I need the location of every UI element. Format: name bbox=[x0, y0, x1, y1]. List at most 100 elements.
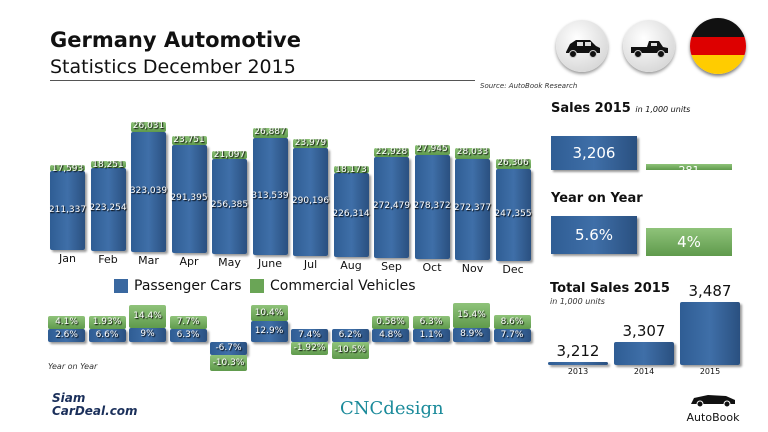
month-label: Dec bbox=[502, 263, 524, 276]
commercial-yoy-label: 7.7% bbox=[176, 317, 200, 327]
passenger-bar-sep bbox=[374, 156, 409, 258]
total-bar-2013 bbox=[548, 362, 608, 365]
commercial-bar-sep bbox=[374, 148, 409, 157]
commercial-bar-mar bbox=[131, 122, 166, 132]
total-value-label: 3,212 bbox=[556, 342, 600, 360]
source-note: Source: AutoBook Research bbox=[480, 82, 578, 90]
autobook-logo-text: AutoBook bbox=[686, 411, 740, 424]
passenger-yoy-bar bbox=[493, 329, 531, 342]
passenger-value-label: 256,385 bbox=[210, 200, 249, 211]
yoy-chart: 2.6% 4.1% 6.6% 1.93% 9% 14.4% 6.3% 7.7% -6.7% -10… bbox=[48, 303, 531, 372]
passenger-value-label: 226,314 bbox=[332, 208, 370, 219]
commercial-yoy-bar bbox=[412, 316, 450, 329]
sales-2015-heading: Sales 2015 bbox=[551, 101, 631, 116]
month-label: Nov bbox=[461, 262, 484, 275]
month-label: Oct bbox=[422, 261, 442, 274]
passenger-bar-feb bbox=[90, 167, 126, 251]
passenger-value-label: 278,372 bbox=[413, 201, 451, 212]
commercial-value-label: 22,928 bbox=[375, 147, 408, 158]
sales-2015-passenger-bar: 3,206 bbox=[551, 136, 637, 170]
legend-passenger: Passenger Cars bbox=[114, 278, 242, 294]
sales-2015-commercial-value: 281 bbox=[678, 164, 700, 177]
page-subtitle: Statistics December 2015 bbox=[50, 56, 296, 78]
year-label: 2015 bbox=[699, 367, 721, 376]
siamcardeal-logo: Siam CarDeal.com bbox=[52, 391, 138, 418]
total-sales-chart: 3,212 2013 3,307 2014 3,487 2015 bbox=[540, 280, 768, 385]
commercial-value-label: 18,251 bbox=[92, 160, 124, 171]
passenger-bar-jan bbox=[50, 171, 85, 250]
commercial-bar-aug bbox=[333, 166, 369, 173]
passenger-yoy-label: 6.3% bbox=[176, 330, 200, 340]
passenger-yoy-label: 6.6% bbox=[95, 330, 119, 340]
commercial-yoy-label: 8.6% bbox=[500, 316, 524, 327]
commercial-yoy-bar bbox=[493, 315, 531, 329]
commercial-yoy-bar bbox=[129, 304, 166, 328]
month-label: Jul bbox=[303, 258, 318, 271]
passenger-yoy-bar bbox=[48, 329, 85, 342]
sports-car-icon bbox=[691, 395, 735, 408]
commercial-yoy-bar bbox=[372, 316, 409, 329]
passenger-yoy-bar bbox=[291, 329, 328, 342]
commercial-bar-jul bbox=[293, 139, 328, 149]
commercial-yoy-bar bbox=[453, 303, 490, 328]
month-label: Jan bbox=[59, 252, 76, 265]
commercial-yoy-label: 6.3% bbox=[419, 317, 443, 327]
total-sales-unit: in 1,000 units bbox=[550, 297, 605, 306]
total-bar-2015 bbox=[680, 302, 740, 365]
passenger-bar-oct bbox=[414, 155, 450, 259]
commercial-bar-oct bbox=[414, 145, 450, 156]
passenger-yoy-label: 2.6% bbox=[55, 330, 78, 340]
month-label: Aug bbox=[340, 259, 362, 272]
passenger-bar-jul bbox=[293, 148, 328, 256]
commercial-bar-jan bbox=[50, 164, 85, 172]
commercial-bar-feb bbox=[90, 161, 126, 168]
commercial-bar-june bbox=[252, 128, 288, 139]
commercial-yoy-label: 0.58% bbox=[376, 317, 405, 327]
passenger-bar-dec bbox=[495, 168, 531, 261]
passenger-yoy-label: 6.2% bbox=[338, 330, 362, 340]
commercial-yoy-bar bbox=[210, 355, 247, 372]
commercial-yoy-bar bbox=[48, 316, 85, 329]
passenger-bar-aug bbox=[333, 172, 369, 257]
sales-2015-passenger-value: 3,206 bbox=[572, 144, 616, 162]
passenger-yoy-label: -6.7% bbox=[215, 343, 242, 353]
passenger-value-label: 313,539 bbox=[251, 190, 289, 201]
passenger-bar-may bbox=[212, 158, 247, 254]
legend-label-commercial: Commercial Vehicles bbox=[270, 278, 416, 294]
passenger-value-label: 223,254 bbox=[89, 203, 127, 214]
sedan-car-icon bbox=[556, 20, 608, 72]
passenger-value-label: 272,479 bbox=[372, 201, 411, 212]
commercial-yoy-bar bbox=[169, 316, 207, 329]
passenger-yoy-label: 8.9% bbox=[460, 329, 483, 340]
commercial-bar-apr bbox=[171, 135, 207, 145]
total-value-label: 3,487 bbox=[688, 282, 732, 300]
total-sales-title: Total Sales 2015 bbox=[550, 281, 670, 296]
commercial-yoy-label: -1.92% bbox=[293, 343, 326, 353]
page-title: Germany Automotive bbox=[50, 28, 301, 52]
commercial-yoy-bar bbox=[88, 316, 126, 329]
passenger-yoy-label: 9% bbox=[140, 329, 155, 340]
year-label: 2013 bbox=[567, 367, 589, 376]
sales-2015-title: Sales 2015 in 1,000 units bbox=[551, 101, 690, 118]
passenger-value-label: 291,395 bbox=[170, 192, 208, 203]
commercial-value-label: 27,945 bbox=[416, 144, 448, 155]
commercial-bar-nov bbox=[455, 148, 490, 159]
commercial-value-label: 23,751 bbox=[173, 134, 205, 145]
total-bar-2014 bbox=[614, 342, 674, 365]
year-label: 2014 bbox=[633, 367, 655, 376]
commercial-value-label: 23,979 bbox=[294, 138, 327, 149]
commercial-value-label: 28,033 bbox=[456, 147, 489, 158]
passenger-yoy-bar bbox=[453, 327, 490, 342]
yoy-2015-title: Year on Year bbox=[551, 191, 643, 206]
sales-2015-unit: in 1,000 units bbox=[635, 105, 691, 114]
month-label: June bbox=[258, 257, 282, 270]
yoy-2015-passenger-value: 5.6% bbox=[574, 226, 614, 244]
divider bbox=[50, 80, 475, 81]
commercial-value-label: 26,887 bbox=[254, 127, 286, 138]
month-label: Feb bbox=[98, 253, 118, 266]
passenger-yoy-bar bbox=[88, 329, 126, 342]
commercial-yoy-label: -10.3% bbox=[212, 357, 245, 368]
total-value-label: 3,307 bbox=[622, 322, 666, 340]
yoy-2015-commercial-value: 4% bbox=[677, 233, 701, 251]
monthly-sales-chart: 211,337 17,593 Jan 223,254 18,251 Feb 323,039 2… bbox=[0, 0, 540, 300]
